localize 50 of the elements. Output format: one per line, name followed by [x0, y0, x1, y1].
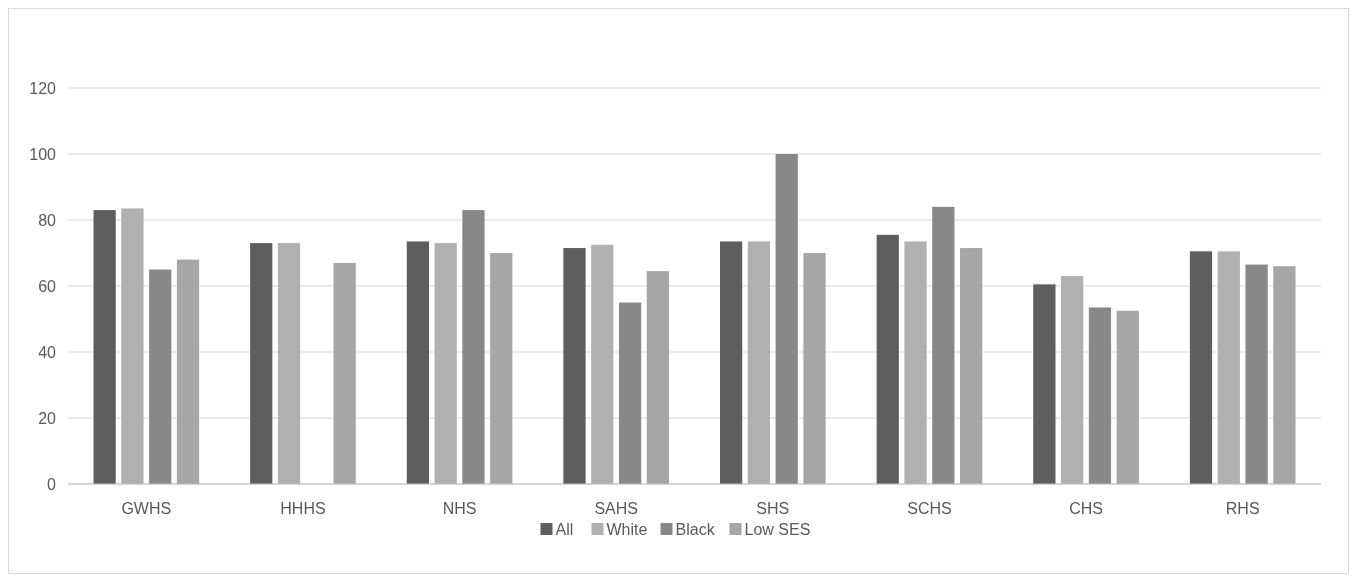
bar	[277, 243, 301, 484]
legend-label: All	[555, 520, 574, 538]
x-tick-label: SAHS	[594, 500, 638, 517]
bar	[121, 208, 144, 484]
y-tick-label: 60	[38, 277, 57, 295]
bar	[1245, 264, 1268, 484]
bar	[176, 259, 200, 484]
bar	[803, 253, 826, 484]
x-tick-label: NHS	[442, 500, 477, 517]
bar	[149, 269, 172, 484]
bar	[434, 243, 457, 484]
legend-label: Low SES	[744, 520, 811, 538]
bar	[1116, 310, 1139, 484]
x-tick-label: GWHS	[121, 500, 172, 517]
bar	[406, 241, 429, 484]
bar	[490, 253, 513, 484]
y-tick-label: 120	[29, 79, 57, 97]
bar	[1189, 251, 1213, 484]
bar	[1033, 284, 1056, 484]
bar	[1273, 266, 1296, 484]
x-tick-label: SHS	[756, 500, 790, 517]
bar	[747, 241, 771, 484]
bar	[93, 210, 116, 484]
legend-label: White	[606, 520, 648, 538]
bar	[333, 262, 356, 484]
bar	[932, 206, 955, 484]
y-tick-label: 100	[29, 145, 57, 163]
bar	[719, 241, 743, 484]
legend-label: Black	[675, 520, 716, 538]
bar	[904, 241, 927, 484]
bar	[462, 210, 485, 484]
bar	[563, 248, 586, 484]
bar	[618, 302, 642, 484]
x-tick-label: SCHS	[907, 500, 952, 517]
y-tick-label: 40	[38, 343, 57, 361]
bar	[1088, 307, 1112, 484]
bar	[1217, 251, 1240, 484]
y-tick-label: 0	[47, 475, 57, 493]
bar	[1061, 276, 1084, 484]
y-tick-label: 80	[38, 211, 57, 229]
bar	[591, 244, 614, 484]
x-tick-label: CHS	[1069, 500, 1103, 517]
x-tick-label: HHHS	[280, 500, 326, 517]
bar	[646, 271, 670, 484]
bar	[960, 248, 983, 484]
y-tick-label: 20	[38, 409, 57, 427]
bar	[775, 154, 798, 484]
bar	[876, 234, 899, 484]
x-tick-label: RHS	[1225, 500, 1260, 517]
bar	[250, 243, 273, 484]
